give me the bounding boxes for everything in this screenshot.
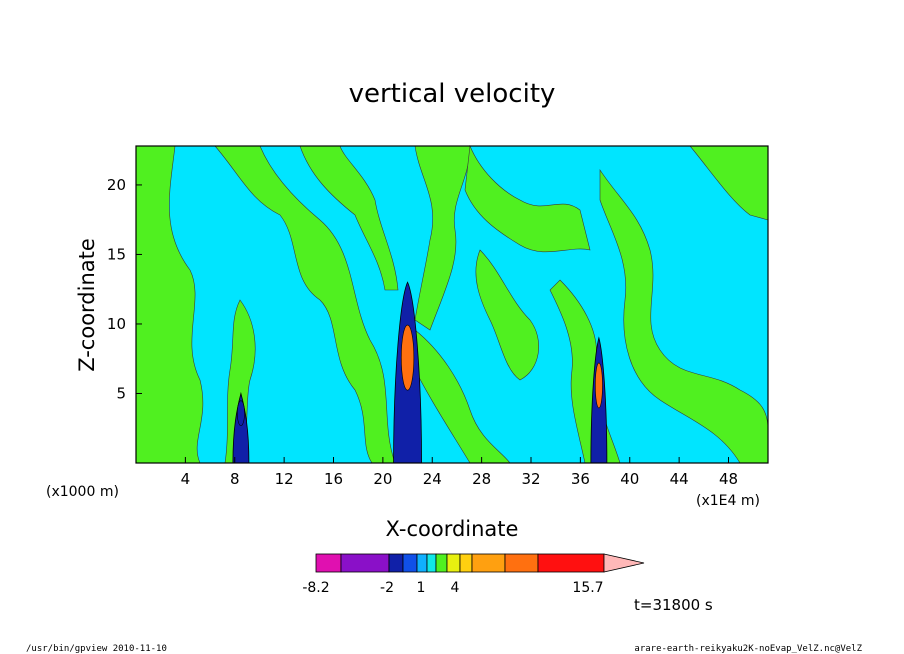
plot-frame (135, 145, 769, 464)
x-unit-right: (x1E4 m) (696, 493, 760, 509)
colorbar-box (471, 553, 506, 573)
x-tick-label: 48 (719, 470, 738, 488)
footer-right: arare-earth-reikyaku2K-noEvap_VelZ.nc@Ve… (634, 644, 862, 654)
contour-band (409, 329, 511, 464)
x-tick-label: 32 (521, 470, 540, 488)
y-axis-label: Z-coordinate (75, 238, 99, 372)
y-tick-label: 5 (116, 384, 126, 402)
colorbar-box (402, 553, 418, 573)
updraft-core-inner (400, 324, 415, 391)
colorbar-level-label: -8.2 (302, 580, 329, 596)
x-tick-label: 36 (571, 470, 590, 488)
colorbar-level-label: 15.7 (572, 580, 603, 596)
colorbar (315, 553, 645, 573)
contour-band (414, 145, 471, 331)
x-tick-label: 12 (275, 470, 294, 488)
colorbar-box (446, 553, 461, 573)
x-tick-label: 28 (472, 470, 491, 488)
updraft-core-inner (594, 362, 603, 409)
contour-band (299, 145, 399, 291)
time-label: t=31800 s (634, 596, 713, 614)
chart-title: vertical velocity (349, 79, 556, 109)
updraft-core-inner (237, 400, 245, 427)
colorbar-box (416, 553, 428, 573)
colorbar-level-label: 4 (451, 580, 460, 596)
contour-band (475, 249, 539, 381)
x-tick-label: 8 (230, 470, 240, 488)
colorbar-box (340, 553, 390, 573)
y-tick-label: 20 (107, 176, 126, 194)
x-tick-label: 20 (373, 470, 392, 488)
colorbar-box (435, 553, 448, 573)
colorbar-box (537, 553, 605, 573)
x-axis-label: X-coordinate (386, 517, 519, 541)
contour-band (689, 145, 769, 221)
colorbar-box (388, 553, 404, 573)
colorbar-labels: -8.2 -2 1 4 15.7 (302, 580, 603, 596)
contour-bands (135, 144, 769, 464)
contour-band (135, 145, 204, 464)
contour-band (464, 144, 591, 253)
updraft-core-outer (232, 391, 250, 464)
x-unit-left: (x1000 m) (46, 484, 119, 500)
y-tick-label: 10 (107, 315, 126, 333)
colorbar-level-label: 1 (417, 580, 426, 596)
y-ticks: 5 10 15 20 (107, 176, 142, 402)
x-ticks: 4 8 12 16 20 24 28 32 36 40 44 48 (181, 457, 738, 488)
colorbar-box (504, 553, 539, 573)
colorbar-box (315, 553, 342, 573)
contour-band (599, 169, 769, 464)
x-tick-label: 24 (423, 470, 442, 488)
colorbar-box (459, 553, 473, 573)
colorbar-level-label: -2 (380, 580, 394, 596)
x-tick-label: 4 (181, 470, 191, 488)
x-tick-label: 40 (620, 470, 639, 488)
y-tick-label: 15 (107, 245, 126, 263)
colorbar-box (426, 553, 437, 573)
x-tick-label: 16 (324, 470, 343, 488)
updraft-cores (232, 281, 608, 464)
colorbar-arrow (603, 553, 645, 573)
contour-band (214, 145, 396, 464)
footer-left: /usr/bin/gpview 2010-11-10 (26, 644, 167, 654)
x-tick-label: 44 (670, 470, 689, 488)
